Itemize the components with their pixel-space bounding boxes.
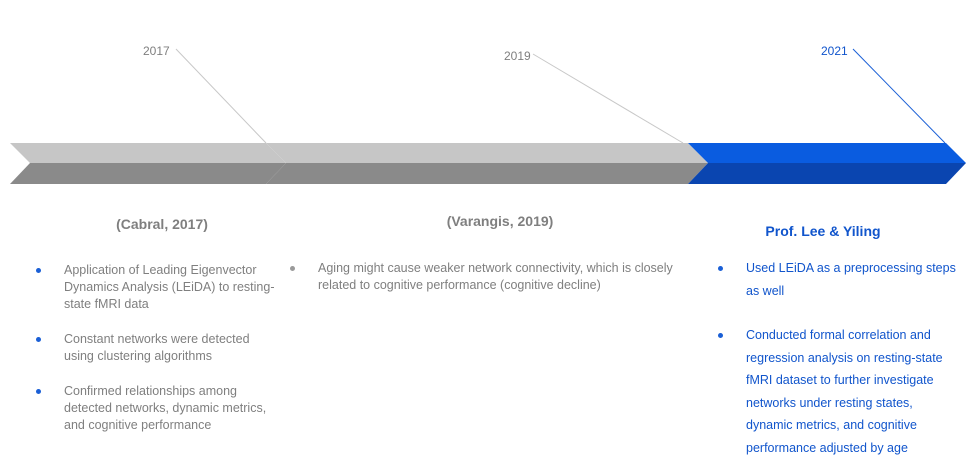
leader-line-2019 <box>532 53 684 144</box>
bullet-list-2017: Application of Leading Eigenvector Dynam… <box>36 262 276 434</box>
year-label-2021: 2021 <box>821 44 848 58</box>
list-item: Application of Leading Eigenvector Dynam… <box>36 262 276 313</box>
list-item: Aging might cause weaker network connect… <box>290 260 710 294</box>
heading-varangis-2019: (Varangis, 2019) <box>446 213 554 229</box>
bullet-list-2021: Used LEiDA as a preprocessing steps as w… <box>718 257 958 459</box>
year-label-2017: 2017 <box>143 44 170 58</box>
arrow-segment-2-bottom <box>266 163 708 184</box>
arrow-segment-2-top <box>266 143 708 163</box>
bullet-dot-icon <box>290 266 295 271</box>
leader-line-2021 <box>852 48 946 144</box>
arrow-segment-1-top <box>10 143 286 163</box>
arrow-segment-1-bottom <box>10 163 286 184</box>
heading-cabral-2017: (Cabral, 2017) <box>116 216 208 232</box>
bullet-dot-icon <box>36 268 41 273</box>
year-label-2019: 2019 <box>504 49 531 63</box>
list-item: Confirmed relationships among detected n… <box>36 383 276 434</box>
leader-line-2017 <box>175 48 267 144</box>
arrow-segment-3-top <box>688 143 966 163</box>
bullet-text: Conducted formal correlation and regress… <box>746 328 943 455</box>
bullet-dot-icon <box>36 389 41 394</box>
bullet-text: Application of Leading Eigenvector Dynam… <box>64 263 275 311</box>
bullet-text: Aging might cause weaker network connect… <box>318 261 673 292</box>
bullet-text: Confirmed relationships among detected n… <box>64 384 267 432</box>
list-item: Used LEiDA as a preprocessing steps as w… <box>718 257 958 302</box>
bullet-text: Used LEiDA as a preprocessing steps as w… <box>746 261 956 298</box>
list-item: Conducted formal correlation and regress… <box>718 324 958 459</box>
bullet-dot-icon <box>36 337 41 342</box>
list-item: Constant networks were detected using cl… <box>36 331 276 365</box>
bullet-dot-icon <box>718 265 723 271</box>
bullet-dot-icon <box>718 332 723 338</box>
heading-prof-lee-yiling: Prof. Lee & Yiling <box>765 223 881 239</box>
bullet-text: Constant networks were detected using cl… <box>64 332 250 363</box>
bullet-list-2019: Aging might cause weaker network connect… <box>290 260 710 294</box>
arrow-segment-3-bottom <box>688 163 966 184</box>
